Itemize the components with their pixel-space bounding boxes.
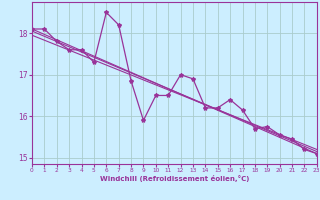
X-axis label: Windchill (Refroidissement éolien,°C): Windchill (Refroidissement éolien,°C) — [100, 175, 249, 182]
